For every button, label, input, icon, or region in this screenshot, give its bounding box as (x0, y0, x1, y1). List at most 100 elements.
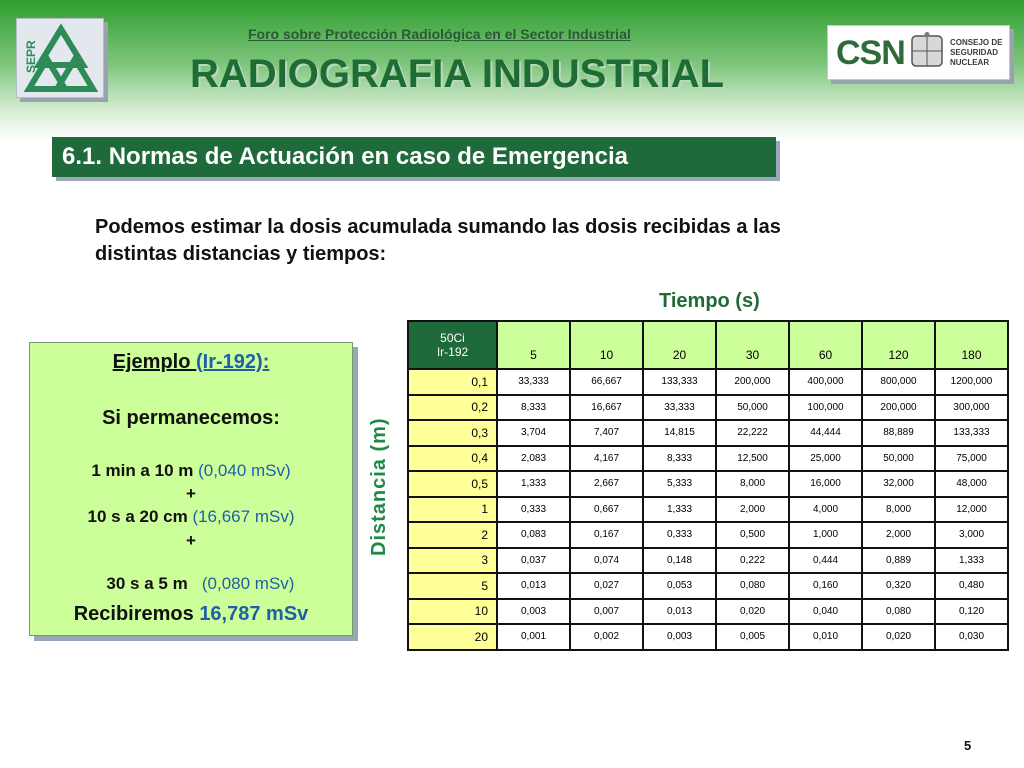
table-header-time: 30 (715, 320, 790, 370)
table-row: 5 0,013 0,027 0,053 0,080 0,160 0,320 0,480 (407, 572, 1009, 600)
table-cell: 8,000 (861, 495, 936, 523)
example-box: Ejemplo (Ir-192): Si permanecemos: 1 min… (29, 342, 353, 636)
example-heading: Ejemplo (Ir-192): (112, 351, 270, 373)
example-item-3: 30 s a 5 m (0,080 mSv) (106, 574, 295, 593)
distance-axis-label: Distancia (m) (368, 417, 390, 556)
table-cell: 2,000 (715, 495, 790, 523)
example-item-2: 10 s a 20 cm (16,667 mSv) (87, 507, 295, 526)
table-cell: 3,704 (496, 419, 571, 447)
table-row: 2 0,083 0,167 0,333 0,500 1,000 2,000 3,000 (407, 521, 1009, 549)
csn-logo-text: CSN (836, 34, 906, 72)
table-row: 0,3 3,704 7,407 14,815 22,222 44,444 88,889 133… (407, 419, 1009, 447)
table-cell: 0,222 (715, 546, 790, 574)
table-cell: 0,013 (496, 572, 571, 600)
table-cell: 33,333 (496, 368, 571, 396)
table-cell: 1,333 (642, 495, 717, 523)
table-cell: 0,030 (934, 623, 1009, 651)
table-cell: 50,000 (861, 444, 936, 472)
table-cell: 0,027 (569, 572, 644, 600)
table-row-distance: 2 (407, 521, 498, 549)
table-cell: 8,333 (496, 393, 571, 421)
table-row-distance: 0,2 (407, 393, 498, 421)
table-cell: 1200,000 (934, 368, 1009, 396)
table-cell: 0,889 (861, 546, 936, 574)
csn-logo: CSN CONSEJO DE SEGURIDAD NUCLEAR (827, 25, 1010, 80)
forum-title: Foro sobre Protección Radiológica en el … (248, 26, 631, 42)
table-cell: 33,333 (642, 393, 717, 421)
table-cell: 48,000 (934, 470, 1009, 498)
example-plus-2: + (186, 531, 196, 550)
table-cell: 32,000 (861, 470, 936, 498)
table-row: 10 0,003 0,007 0,013 0,020 0,040 0,080 0,120 (407, 597, 1009, 625)
table-cell: 0,667 (569, 495, 644, 523)
table-cell: 0,040 (788, 597, 863, 625)
table-row: 0,2 8,333 16,667 33,333 50,000 100,000 200,000… (407, 393, 1009, 421)
table-cell: 0,320 (861, 572, 936, 600)
table-cell: 133,333 (642, 368, 717, 396)
table-cell: 44,444 (788, 419, 863, 447)
table-cell: 88,889 (861, 419, 936, 447)
table-cell: 0,333 (496, 495, 571, 523)
table-cell: 0,480 (934, 572, 1009, 600)
table-header-time: 180 (934, 320, 1009, 370)
table-cell: 0,013 (642, 597, 717, 625)
intro-text: Podemos estimar la dosis acumulada suman… (95, 214, 895, 268)
table-cell: 66,667 (569, 368, 644, 396)
table-cell: 50,000 (715, 393, 790, 421)
intro-line-2: distintas distancias y tiempos: (95, 243, 387, 265)
table-cell: 5,333 (642, 470, 717, 498)
table-cell: 0,007 (569, 597, 644, 625)
table-row: 3 0,037 0,074 0,148 0,222 0,444 0,889 1,333 (407, 546, 1009, 574)
table-cell: 8,333 (642, 444, 717, 472)
table-cell: 100,000 (788, 393, 863, 421)
table-cell: 0,160 (788, 572, 863, 600)
table-cell: 400,000 (788, 368, 863, 396)
table-cell: 0,148 (642, 546, 717, 574)
sepr-logo: SEPR (16, 18, 104, 98)
table-cell: 2,083 (496, 444, 571, 472)
table-row: 20 0,001 0,002 0,003 0,005 0,010 0,020 0,030 (407, 623, 1009, 651)
table-cell: 300,000 (934, 393, 1009, 421)
table-cell: 2,000 (861, 521, 936, 549)
table-cell: 1,333 (496, 470, 571, 498)
table-cell: 0,080 (715, 572, 790, 600)
table-cell: 3,000 (934, 521, 1009, 549)
sepr-logo-text: SEPR (24, 40, 38, 73)
section-title: 6.1. Normas de Actuación en caso de Emer… (62, 143, 628, 170)
table-row-distance: 20 (407, 623, 498, 651)
table-corner-cell: 50Ci Ir-192 (407, 320, 498, 370)
table-cell: 0,167 (569, 521, 644, 549)
table-cell: 0,020 (715, 597, 790, 625)
table-row: 1 0,333 0,667 1,333 2,000 4,000 8,000 12,000 (407, 495, 1009, 523)
example-item-1: 1 min a 10 m (0,040 mSv) (91, 461, 291, 480)
table-cell: 0,002 (569, 623, 644, 651)
table-header-time: 5 (496, 320, 571, 370)
table-cell: 0,003 (496, 597, 571, 625)
table-cell: 0,083 (496, 521, 571, 549)
dose-table: 50Ci Ir-192 5 10 20 30 60 120 180 0,1 33,333 66,… (407, 320, 1009, 651)
table-cell: 0,444 (788, 546, 863, 574)
table-cell: 0,005 (715, 623, 790, 651)
table-cell: 0,080 (861, 597, 936, 625)
table-row: 0,5 1,333 2,667 5,333 8,000 16,000 32,000 48,00… (407, 470, 1009, 498)
page-title: RADIOGRAFIA INDUSTRIAL (190, 52, 725, 96)
table-cell: 12,500 (715, 444, 790, 472)
table-cell: 4,000 (788, 495, 863, 523)
table-header-time: 60 (788, 320, 863, 370)
table-cell: 200,000 (861, 393, 936, 421)
section-title-bar: 6.1. Normas de Actuación en caso de Emer… (52, 137, 776, 177)
table-cell: 7,407 (569, 419, 644, 447)
table-cell: 22,222 (715, 419, 790, 447)
table-cell: 2,667 (569, 470, 644, 498)
table-cell: 0,020 (861, 623, 936, 651)
table-row-distance: 0,1 (407, 368, 498, 396)
table-cell: 0,001 (496, 623, 571, 651)
table-cell: 12,000 (934, 495, 1009, 523)
table-row-distance: 1 (407, 495, 498, 523)
table-cell: 0,003 (642, 623, 717, 651)
page-number: 5 (964, 738, 972, 753)
table-cell: 200,000 (715, 368, 790, 396)
table-cell: 0,074 (569, 546, 644, 574)
coat-of-arms-icon (911, 32, 943, 67)
table-cell: 0,333 (642, 521, 717, 549)
